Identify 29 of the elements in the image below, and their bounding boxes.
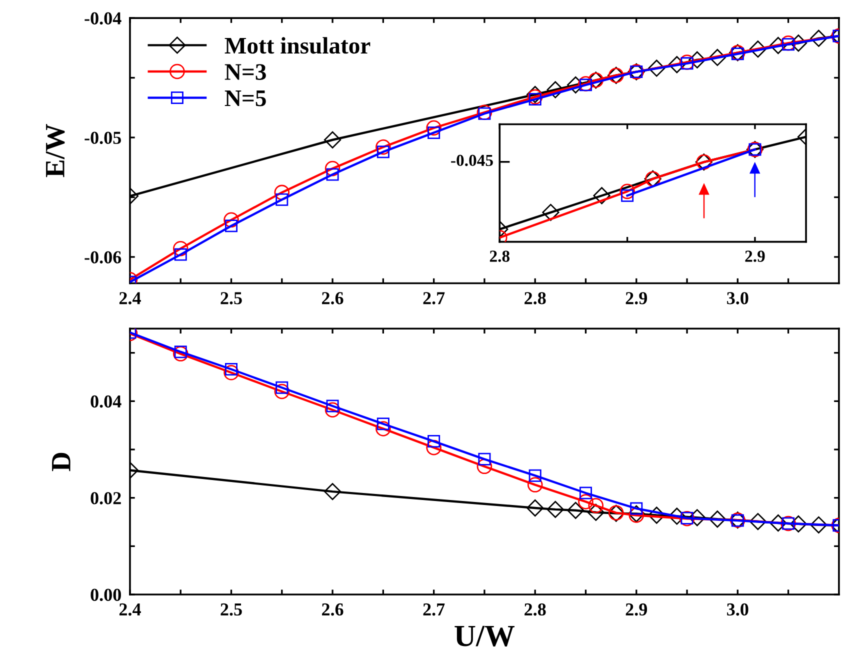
x-tick-label: 2.9 xyxy=(626,292,648,304)
x-tick-label: 2.8 xyxy=(524,603,546,616)
x-tick-label: 2.7 xyxy=(423,603,445,616)
y-axis-title: D xyxy=(52,452,70,472)
y-axis-title: E/W xyxy=(46,124,65,178)
y-tick-label: -0.05 xyxy=(84,132,121,144)
legend-label: N=5 xyxy=(224,90,266,106)
x-tick-label: 2.8 xyxy=(524,292,546,304)
y-tick-label: -0.04 xyxy=(84,12,122,25)
x-tick-label: 2.8 xyxy=(490,250,510,262)
x-tick-label: 2.4 xyxy=(119,603,141,616)
x-tick-label: 2.5 xyxy=(220,603,242,616)
x-axis-title: U/W xyxy=(454,626,515,646)
y-tick-label: 0.04 xyxy=(90,395,122,408)
x-tick-label: 3.0 xyxy=(727,603,748,616)
x-tick-label: 2.6 xyxy=(322,603,344,616)
y-tick-label: -0.06 xyxy=(84,251,122,264)
x-tick-label: 2.7 xyxy=(423,292,445,304)
x-tick-label: 3.0 xyxy=(727,292,748,304)
x-tick-label: 2.4 xyxy=(119,292,141,304)
y-tick-label: 0.00 xyxy=(90,588,121,602)
annotation: -0.045 xyxy=(451,154,493,166)
legend-label: Mott insulator xyxy=(224,37,370,54)
y-tick-label: 0.02 xyxy=(90,492,121,504)
x-tick-label: 2.9 xyxy=(626,603,648,616)
legend-label: N=3 xyxy=(224,64,266,80)
x-tick-label: 2.6 xyxy=(322,292,344,304)
x-tick-label: 2.9 xyxy=(745,250,765,262)
x-tick-label: 2.5 xyxy=(220,292,242,304)
